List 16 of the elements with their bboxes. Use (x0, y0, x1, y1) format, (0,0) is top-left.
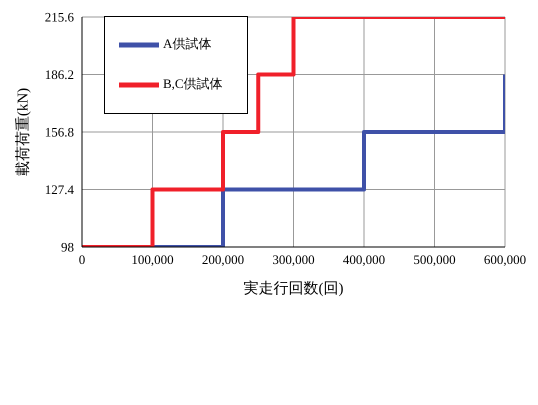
x-tick-label: 600,000 (484, 252, 526, 268)
x-tick-label: 300,000 (272, 252, 315, 268)
y-tick-label: 215.6 (44, 10, 74, 25)
x-tick-label: 100,000 (131, 252, 174, 268)
legend-label: B,C供試体 (163, 76, 223, 91)
y-tick-label: 127.4 (44, 182, 74, 198)
x-tick-label: 400,000 (342, 252, 386, 268)
y-axis-title: 載荷荷重(kN) (14, 88, 32, 176)
x-axis-title: 実走行回数(回) (244, 280, 344, 297)
x-tick-label: 200,000 (202, 252, 244, 268)
y-tick-label: 98 (61, 240, 74, 255)
x-tick-label: 0 (78, 252, 86, 268)
legend-label: A供試体 (163, 36, 212, 51)
y-tick-label: 156.8 (44, 124, 74, 140)
x-tick-label: 500,000 (413, 252, 456, 268)
y-tick-label: 186.2 (44, 67, 74, 82)
